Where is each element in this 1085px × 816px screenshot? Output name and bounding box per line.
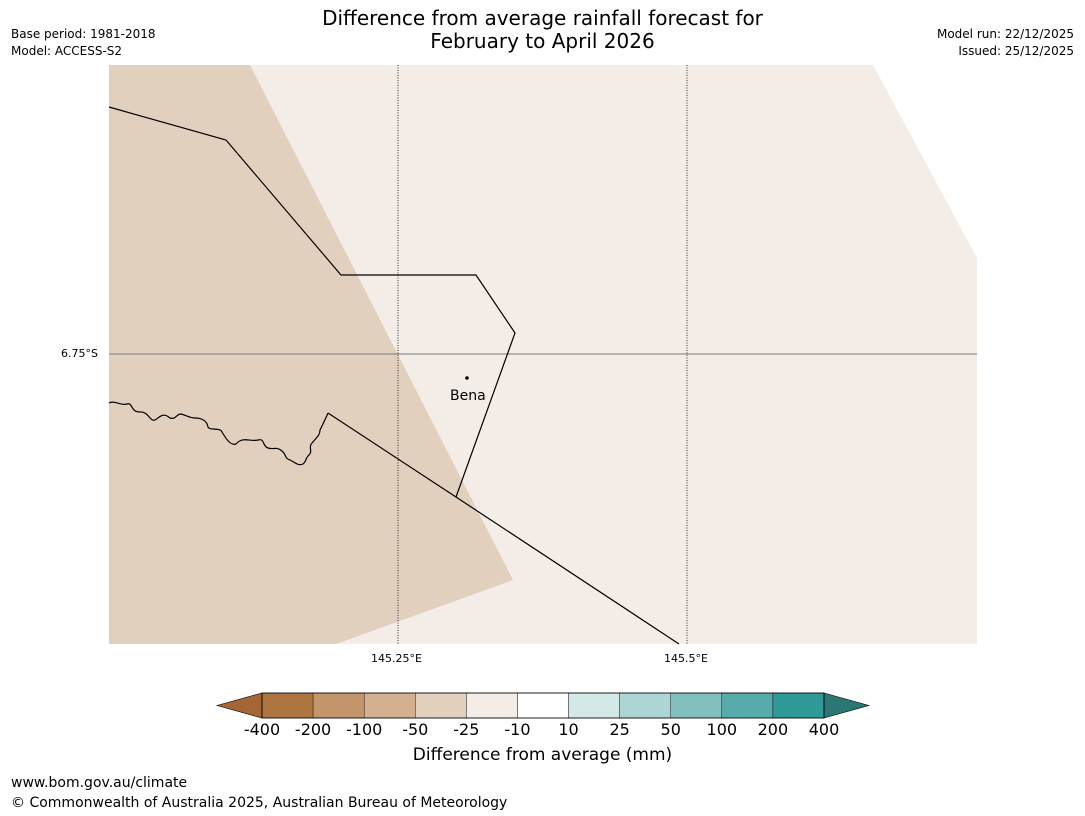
colorbar-segment	[517, 692, 569, 719]
footer-copyright: © Commonwealth of Australia 2025, Austra…	[11, 795, 508, 811]
colorbar-tick-label: -10	[504, 720, 531, 739]
colorbar-segment	[568, 692, 620, 719]
colorbar-segment	[261, 692, 314, 719]
province-boundary-south	[327, 412, 680, 645]
colorbar-segment	[670, 692, 723, 719]
colorbar-arrow-low	[215, 692, 263, 719]
colorbar-tick-label: 200	[757, 720, 789, 739]
title-line-2: February to April 2026	[430, 29, 655, 53]
colorbar-tick-label: -25	[453, 720, 480, 739]
model-run: Model run: 22/12/2025	[936, 27, 1074, 41]
colorbar-tick-label: 25	[609, 720, 630, 739]
footer-url[interactable]: www.bom.gov.au/climate	[11, 775, 188, 791]
colorbar-tick-label: -400	[243, 720, 281, 739]
colorbar-label: Difference from average (mm)	[412, 745, 673, 765]
map-title: Difference from average rainfall forecas…	[0, 7, 1085, 53]
colorbar-segment	[466, 692, 518, 719]
colorbar-tick-label: -100	[346, 720, 383, 739]
colorbar-tick-label: 10	[558, 720, 579, 739]
longitude-label-2: 145.5°E	[664, 652, 708, 665]
colorbar-outline	[261, 692, 825, 719]
province-boundary-north	[108, 106, 516, 498]
map-no-data-corner	[873, 65, 977, 258]
colorbar	[215, 692, 871, 719]
colorbar-tick-label: 400	[808, 720, 840, 739]
colorbar-segment	[772, 692, 825, 719]
colorbar-arrow-high	[823, 692, 871, 719]
river-boundary	[108, 401, 329, 466]
issued-date: Issued: 25/12/2025	[958, 44, 1074, 58]
colorbar-segment	[312, 692, 365, 719]
latitude-label: 6.75°S	[61, 347, 98, 360]
colorbar-segment	[619, 692, 671, 719]
base-period: Base period: 1981-2018	[11, 27, 156, 41]
longitude-label-1: 145.25°E	[371, 652, 422, 665]
colorbar-segment	[721, 692, 774, 719]
colorbar-tick-label: 50	[660, 720, 681, 739]
town-marker	[465, 376, 469, 380]
colorbar-tick-label: 100	[706, 720, 738, 739]
colorbar-segment	[415, 692, 467, 719]
model-name: Model: ACCESS-S2	[11, 44, 123, 58]
meta-right: Model run: 22/12/2025 Issued: 25/12/2025	[937, 26, 1074, 60]
colorbar-tick-label: -200	[294, 720, 332, 739]
meta-left: Base period: 1981-2018 Model: ACCESS-S2	[11, 26, 156, 60]
colorbar-segment	[363, 692, 416, 719]
title-line-1: Difference from average rainfall forecas…	[322, 6, 763, 30]
town-label: Bena	[450, 388, 486, 404]
colorbar-tick-label: -50	[402, 720, 429, 739]
